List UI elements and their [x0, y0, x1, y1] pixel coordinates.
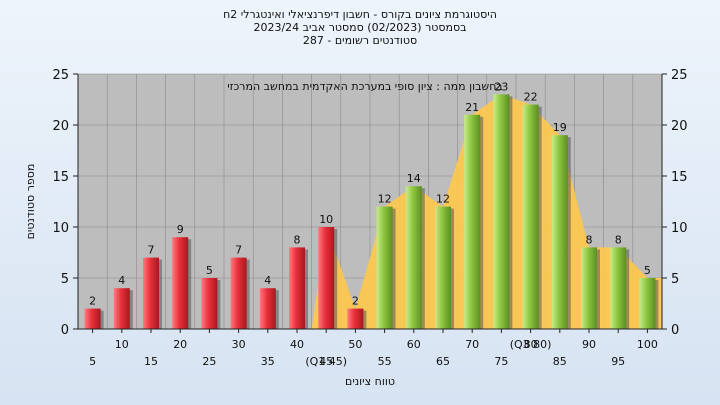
x-tick-label-bottom: 35 [261, 355, 275, 368]
bar-45 [318, 227, 335, 329]
bar-value-label: 4 [264, 274, 271, 287]
x-tick-label-top: 20 [173, 338, 187, 351]
bar-value-label: 22 [524, 91, 538, 104]
x-tick-label-top: 80 [524, 338, 538, 351]
chart-subtitle: בחשבון ממה : ציון סופי במערכת האקדמית במ… [227, 80, 503, 93]
chart-title-line-2: בסמסטר (02/2023) סמסטר אביב 2023/24 [253, 21, 467, 34]
bar-value-label: 10 [319, 213, 333, 226]
bars-group [84, 94, 659, 330]
bar-40 [289, 247, 305, 329]
data-labels-group: 2 4 7 9 5 7 4 8 10 2 12 14 12 21 23 22 19 8 8 5 [89, 80, 651, 307]
q3-marker: (Q3 80) [510, 338, 552, 351]
bar-value-label: 7 [148, 244, 155, 257]
x-axis-label: טווח ציונים [345, 375, 395, 388]
bar-90 [581, 247, 597, 329]
bar-value-label: 14 [407, 172, 421, 185]
y-tick-label-left: 5 [61, 272, 69, 287]
bar-100 [639, 278, 656, 329]
chart-title-line-3: סטודנטים רשומים - 287 [302, 34, 418, 47]
bar-75 [493, 94, 510, 330]
bar-value-label: 7 [235, 244, 242, 257]
x-tick-label-bottom: 55 [378, 355, 392, 368]
bar-value-label: 23 [494, 80, 508, 93]
distribution-area [311, 94, 662, 330]
bar-value-label: 21 [465, 101, 479, 114]
x-tick-label-top: 10 [115, 338, 129, 351]
x-tick-label-bottom: 45 [319, 355, 333, 368]
bar-10 [113, 288, 130, 329]
x-tick-label-bottom: 65 [436, 355, 450, 368]
bar-value-label: 8 [586, 233, 593, 246]
y-tick-label-left: 25 [52, 68, 69, 83]
x-tick-label-bottom: 85 [553, 355, 567, 368]
bar-20 [172, 237, 189, 329]
x-tick-label-top: 50 [348, 338, 362, 351]
bar-30 [230, 257, 247, 329]
bar-5 [84, 308, 101, 329]
chart-titles: היסטוגרמת ציונים בקורס - חשבון דיפרנציאל… [0, 8, 720, 47]
x-tick-label-top: 90 [582, 338, 596, 351]
y-axis-label: מספר סטודנטים [24, 164, 37, 240]
bar-60 [405, 186, 422, 329]
y-tick-label-left: 15 [52, 170, 69, 185]
bar-value-label: 2 [352, 295, 359, 308]
x-tick-label-bottom: 15 [144, 355, 158, 368]
y-tick-label-right: 20 [671, 119, 688, 134]
bar-50 [347, 308, 364, 329]
bar-value-label: 9 [177, 223, 184, 236]
bar-25 [201, 278, 218, 329]
bar-15 [143, 257, 159, 329]
bar-value-label: 8 [294, 233, 301, 246]
y-tick-label-left: 10 [52, 221, 69, 236]
x-tick-label-top: 60 [407, 338, 421, 351]
chart-title-line-1: היסטוגרמת ציונים בקורס - חשבון דיפרנציאל… [223, 8, 497, 21]
x-tick-label-top: 100 [637, 338, 658, 351]
y-tick-label-right: 15 [671, 170, 688, 185]
bar-value-label: 12 [378, 193, 392, 206]
bar-35 [259, 288, 276, 329]
y-tick-label-right: 0 [671, 323, 679, 338]
bar-value-label: 2 [89, 295, 96, 308]
y-tick-label-right: 25 [671, 68, 688, 83]
x-tick-label-bottom: 95 [611, 355, 625, 368]
x-tick-label-top: 70 [465, 338, 479, 351]
bar-value-label: 4 [118, 274, 125, 287]
y-tick-label-left: 0 [61, 323, 69, 338]
bar-80 [522, 104, 539, 329]
x-tick-label-bottom: 75 [494, 355, 508, 368]
x-tick-label-bottom: 25 [202, 355, 216, 368]
bar-85 [551, 135, 568, 329]
bar-value-label: 19 [553, 121, 567, 134]
x-tick-label-top: 40 [290, 338, 304, 351]
y-tick-label-left: 20 [52, 119, 69, 134]
x-tick-label-bottom: 5 [89, 355, 96, 368]
bar-55 [376, 206, 393, 329]
bar-value-label: 8 [615, 233, 622, 246]
bar-70 [464, 114, 481, 329]
bar-value-label: 5 [644, 264, 651, 277]
bar-value-label: 12 [436, 193, 450, 206]
y-tick-label-right: 10 [671, 221, 688, 236]
bar-65 [435, 206, 451, 329]
y-tick-label-right: 5 [671, 272, 679, 287]
q1-marker: (Q1 45) [305, 355, 347, 368]
bar-95 [610, 247, 627, 329]
x-tick-label-top: 30 [232, 338, 246, 351]
bar-value-label: 5 [206, 264, 213, 277]
